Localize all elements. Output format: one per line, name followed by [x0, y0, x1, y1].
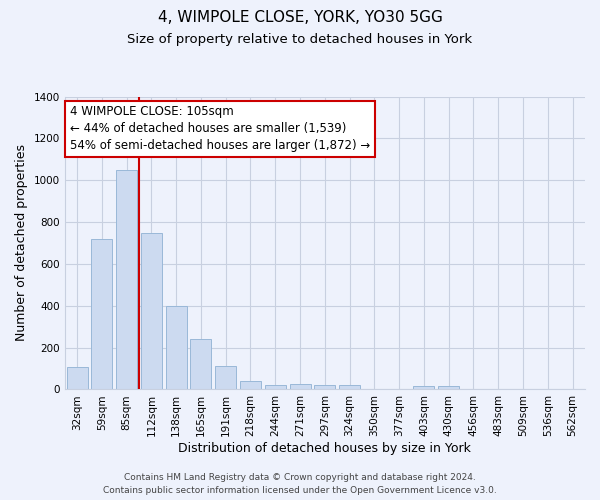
Bar	[67, 367, 88, 390]
Y-axis label: Number of detached properties: Number of detached properties	[15, 144, 28, 342]
Bar	[290, 384, 311, 390]
Bar	[339, 386, 360, 390]
Bar	[240, 381, 261, 390]
Bar	[166, 306, 187, 390]
X-axis label: Distribution of detached houses by size in York: Distribution of detached houses by size …	[178, 442, 471, 455]
Bar	[215, 366, 236, 390]
Bar	[116, 170, 137, 390]
Bar	[141, 232, 162, 390]
Bar	[265, 385, 286, 390]
Bar	[413, 386, 434, 390]
Text: 4 WIMPOLE CLOSE: 105sqm
← 44% of detached houses are smaller (1,539)
54% of semi: 4 WIMPOLE CLOSE: 105sqm ← 44% of detache…	[70, 106, 370, 152]
Bar	[190, 339, 211, 390]
Bar	[438, 386, 459, 390]
Bar	[91, 239, 112, 390]
Text: Size of property relative to detached houses in York: Size of property relative to detached ho…	[127, 32, 473, 46]
Text: Contains HM Land Registry data © Crown copyright and database right 2024.
Contai: Contains HM Land Registry data © Crown c…	[103, 474, 497, 495]
Text: 4, WIMPOLE CLOSE, YORK, YO30 5GG: 4, WIMPOLE CLOSE, YORK, YO30 5GG	[158, 10, 442, 25]
Bar	[314, 385, 335, 390]
